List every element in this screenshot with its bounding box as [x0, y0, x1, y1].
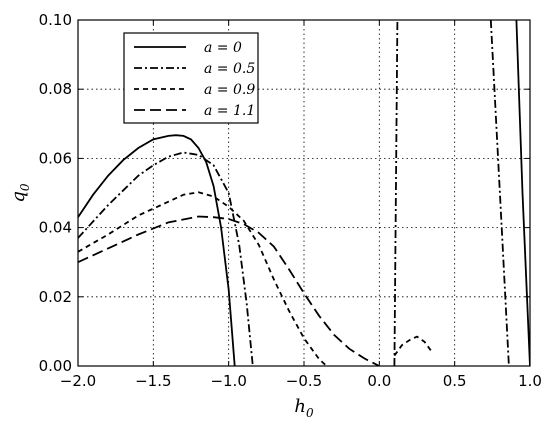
y-tick-label: 0.00: [39, 357, 72, 375]
x-tick-label: −0.5: [286, 372, 322, 390]
series-line-2: [78, 151, 254, 366]
y-tick-label: 0.04: [39, 219, 72, 237]
y-tick-label: 0.02: [39, 288, 72, 306]
series-line-3: [78, 191, 328, 366]
x-axis-label: h0: [294, 396, 314, 420]
axis-ticks: [77, 19, 531, 367]
x-tick-label: 1.0: [518, 372, 542, 390]
y-tick-label: 0.06: [39, 149, 72, 167]
series-layer: [78, 20, 530, 366]
series-line-1: [78, 134, 236, 366]
legend-box: [123, 32, 259, 124]
y-axis-label: q0: [8, 183, 32, 203]
series-line-1: [515, 20, 530, 366]
series-line-2: [489, 20, 510, 366]
x-tick-label: 0.0: [367, 372, 391, 390]
legend-label: a = 0: [204, 40, 242, 56]
legend-label: a = 0.9: [204, 82, 255, 98]
legend-label: a = 0.5: [204, 61, 255, 77]
x-axis-label-sub: 0: [306, 406, 314, 420]
x-tick-label: −1.5: [135, 372, 171, 390]
tick-labels: −2.0 −1.5 −1.0 −0.5 0.0 0.5 1.0 0.00 0.02 0.04 0.0…: [39, 11, 542, 390]
series-line-2: [393, 20, 399, 366]
y-axis-label-main: q: [8, 191, 29, 203]
legend-label: a = 1.1: [204, 103, 255, 119]
x-tick-label: −1.0: [210, 372, 246, 390]
series-line-4: [78, 215, 380, 366]
x-tick-label: 0.5: [443, 372, 467, 390]
x-axis-label-main: h: [294, 396, 306, 417]
y-tick-label: 0.08: [39, 80, 72, 98]
y-tick-label: 0.10: [39, 11, 72, 29]
y-axis-label-sub: 0: [18, 183, 32, 191]
series-line-3: [393, 335, 433, 357]
x-tick-label: −2.0: [60, 372, 96, 390]
legend: a = 0 a = 0.5 a = 0.9 a = 1.1: [123, 32, 259, 124]
